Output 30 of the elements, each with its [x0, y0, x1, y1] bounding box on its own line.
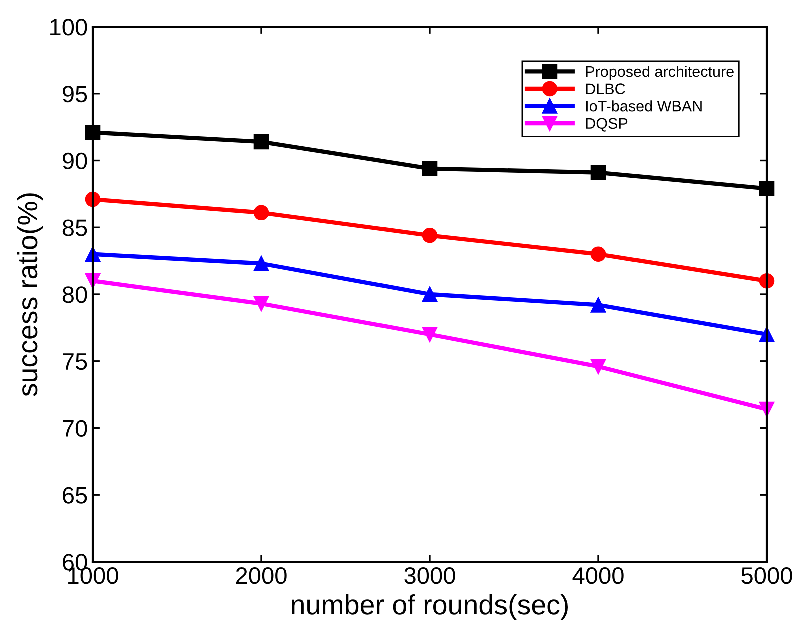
x-tick-label: 2000: [236, 567, 287, 584]
point: [590, 246, 606, 262]
x-tick-label: 3000: [404, 567, 456, 584]
y-tick-label: 65: [63, 487, 88, 504]
legend-label: DQSP: [586, 118, 628, 132]
legend-label: Proposed architecture: [586, 66, 734, 80]
point: [254, 256, 270, 272]
legend-label: DLBC: [586, 84, 626, 94]
point: [590, 359, 606, 374]
point: [590, 165, 606, 180]
y-tick-label: 95: [62, 86, 88, 103]
point: [422, 326, 438, 342]
x-axis-title: number of rounds(sec): [292, 594, 568, 620]
y-tick-label: 90: [62, 152, 88, 170]
y-tick-label: 75: [63, 354, 88, 370]
x-tick-label: 5000: [742, 567, 792, 584]
point: [422, 228, 438, 244]
y-axis-title: success ratio(%): [17, 194, 44, 396]
y-tick-label: 70: [63, 420, 88, 438]
point: [254, 205, 270, 221]
point: [422, 161, 438, 176]
point: [254, 134, 270, 150]
point: [254, 296, 270, 312]
point: [590, 298, 606, 313]
legend-label: IoT-based WBAN: [586, 100, 702, 112]
point: [422, 286, 438, 302]
x-tick-label: 4000: [572, 567, 624, 584]
y-tick-label: 85: [62, 220, 88, 236]
y-tick-label: 100: [50, 19, 88, 36]
y-tick-label: 80: [62, 286, 88, 304]
